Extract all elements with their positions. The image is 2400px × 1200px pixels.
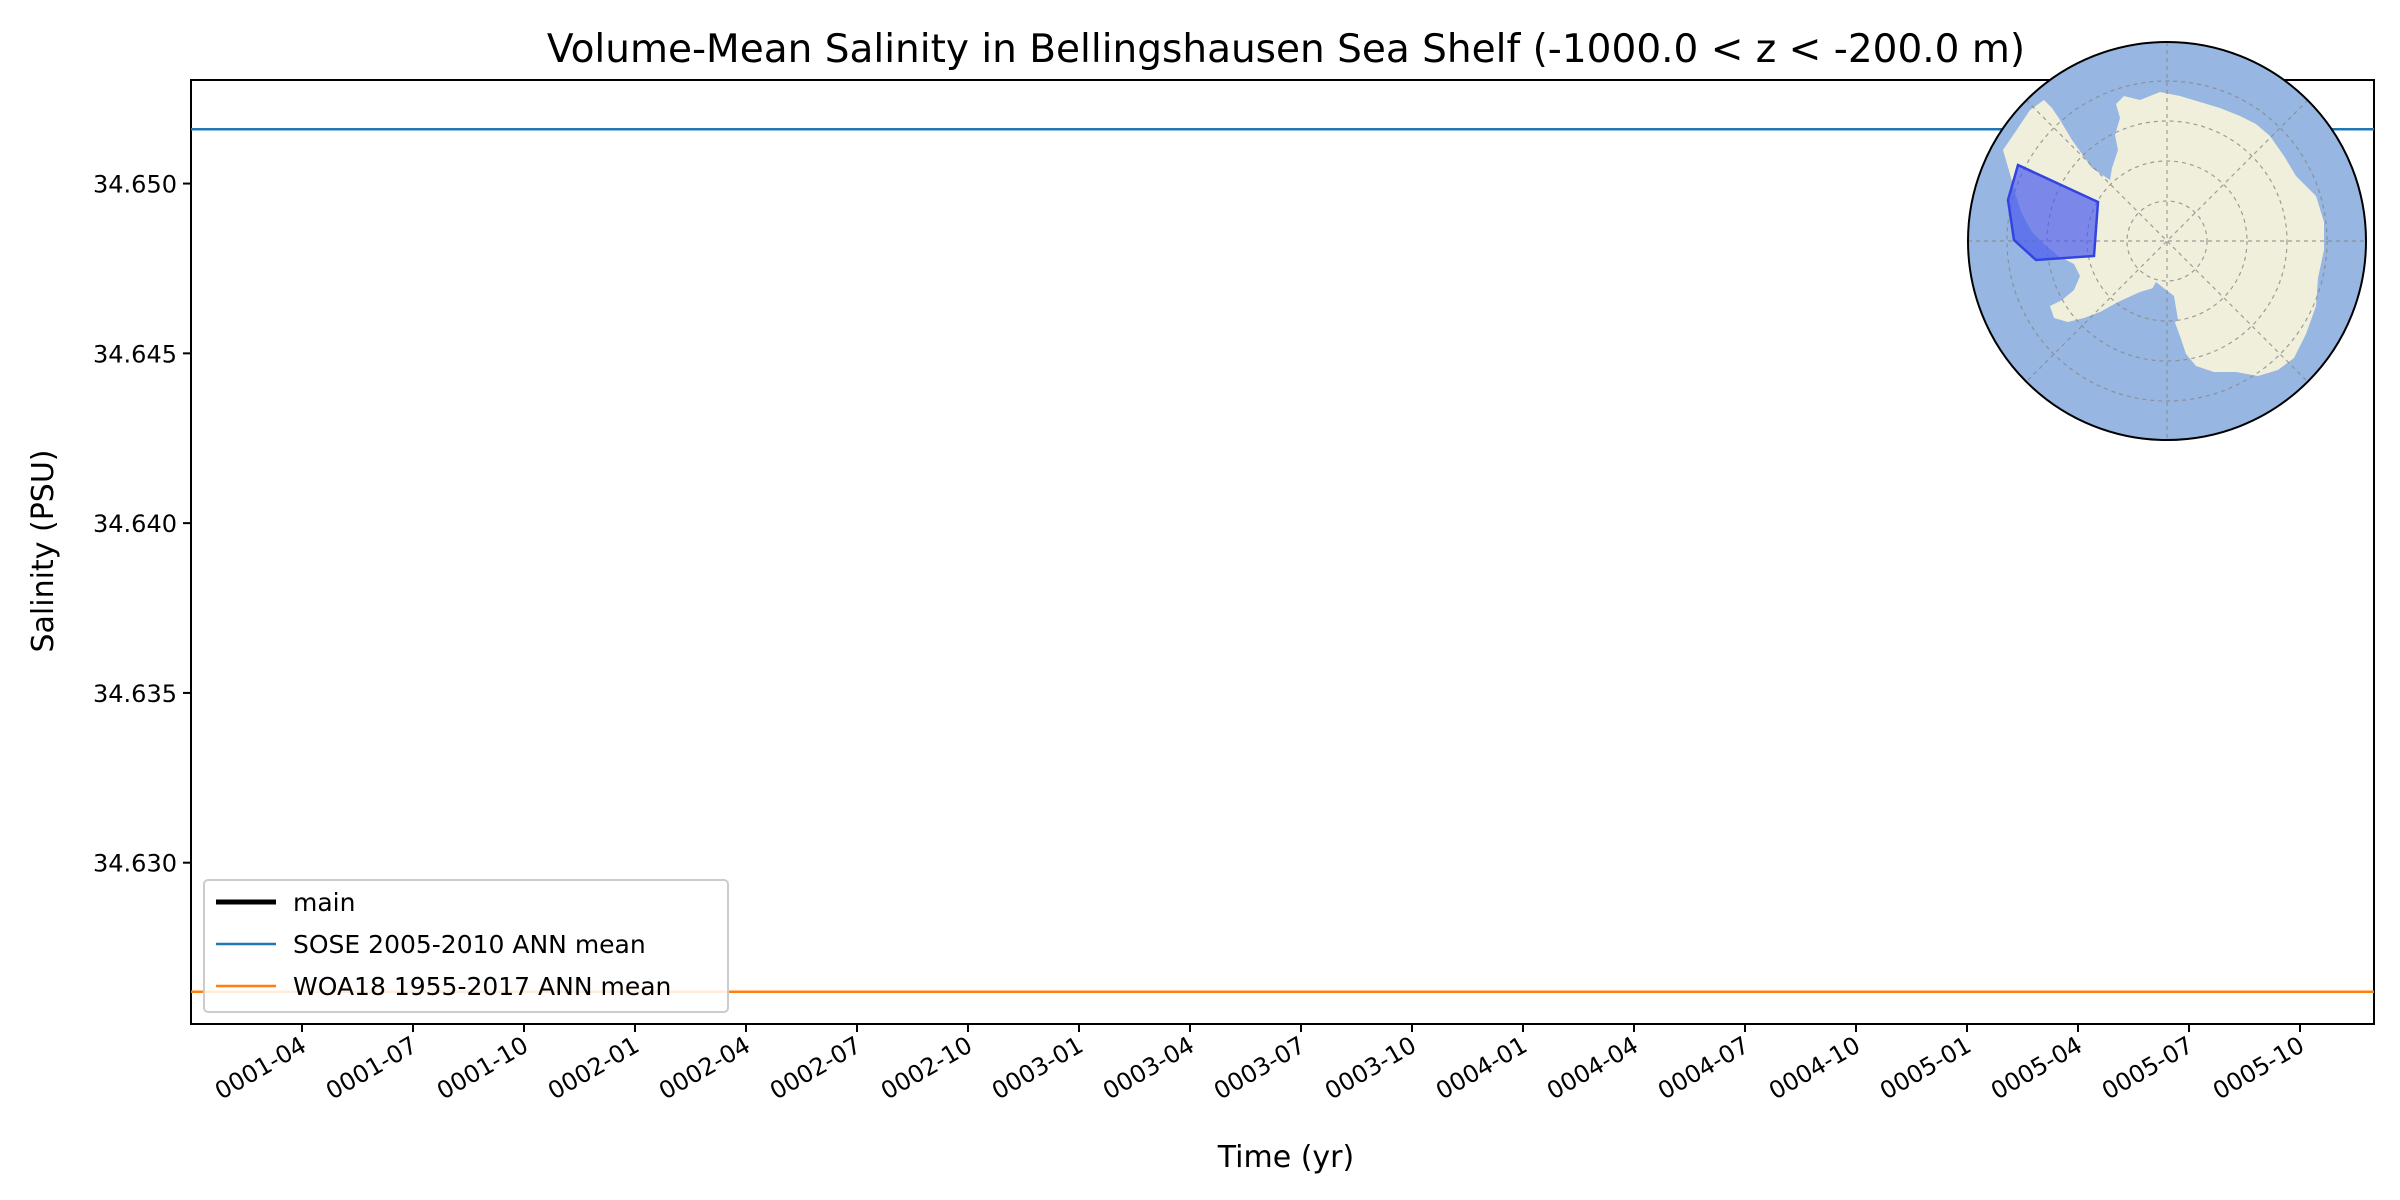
legend-frame: [203, 879, 729, 1013]
plot-frame: [190, 79, 2375, 1025]
x-tick-label: 0001-04: [210, 1031, 311, 1105]
y-axis-label: Salinity (PSU): [26, 450, 61, 653]
x-tick-label: 0005-07: [2097, 1031, 2198, 1105]
x-tick-label: 0004-01: [1431, 1031, 1532, 1105]
x-tick-label: 0002-07: [765, 1031, 866, 1105]
y-tick-label: 34.635: [93, 680, 177, 708]
legend: main SOSE 2005-2010 ANN mean WOA18 1955-…: [203, 879, 729, 1013]
inset-boundary: [1967, 41, 2367, 441]
x-tick-label: 0004-04: [1542, 1031, 1643, 1105]
y-tick-label: 34.650: [93, 171, 177, 199]
x-tick-label: 0002-10: [876, 1031, 977, 1105]
x-tick-label: 0003-04: [1098, 1031, 1199, 1105]
y-tick-label: 34.645: [93, 340, 177, 368]
x-tick-label: 0004-10: [1764, 1031, 1865, 1105]
x-tick-label: 0002-01: [543, 1031, 644, 1105]
antarctica-landmass: [2003, 92, 2324, 376]
ross-sea-gap: [2146, 282, 2178, 330]
antarctica-inset-map: [1967, 41, 2367, 441]
x-tick-label: 0003-10: [1320, 1031, 1421, 1105]
legend-label-sose: SOSE 2005-2010 ANN mean: [293, 930, 646, 959]
x-axis-ticks: 0001-04 0001-07 0001-10 0002-01 0002-04 0002-…: [210, 1024, 2309, 1105]
y-tick-label: 34.640: [93, 510, 177, 538]
y-tick-label: 34.630: [93, 850, 177, 878]
x-tick-label: 0003-07: [1209, 1031, 1310, 1105]
bellingshausen-region-highlight: [2006, 163, 2100, 262]
x-tick-label: 0001-10: [432, 1031, 533, 1105]
x-tick-label: 0005-10: [2208, 1031, 2309, 1105]
x-tick-label: 0001-07: [321, 1031, 422, 1105]
legend-label-woa: WOA18 1955-2017 ANN mean: [293, 972, 671, 1001]
x-tick-label: 0003-01: [987, 1031, 1088, 1105]
x-tick-label: 0005-01: [1875, 1031, 1976, 1105]
y-axis-ticks: 34.630 34.635 34.640 34.645 34.650: [93, 171, 191, 878]
x-tick-label: 0004-07: [1653, 1031, 1754, 1105]
legend-label-main: main: [293, 888, 355, 917]
chart-title: Volume-Mean Salinity in Bellingshausen S…: [547, 27, 2025, 72]
x-tick-label: 0002-04: [654, 1031, 755, 1105]
x-axis-label: Time (yr): [1217, 1140, 1354, 1175]
x-tick-label: 0005-04: [1986, 1031, 2087, 1105]
